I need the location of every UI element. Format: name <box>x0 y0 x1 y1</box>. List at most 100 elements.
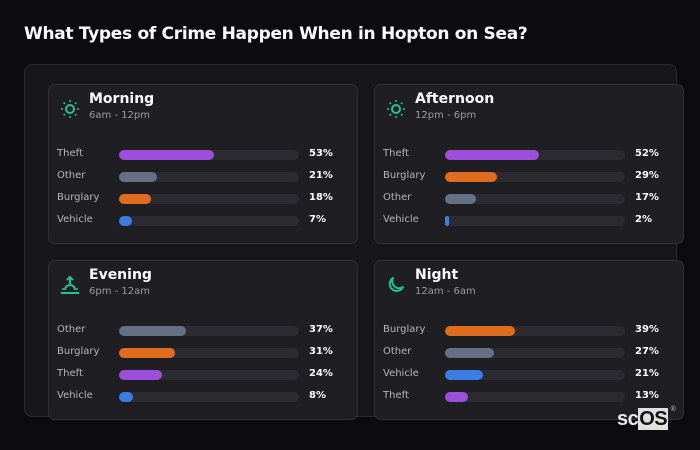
sunset-icon <box>60 275 80 295</box>
bar-row: Other 17% <box>383 191 673 205</box>
bar-fill <box>445 194 476 204</box>
bar-fill <box>445 326 516 336</box>
bar-track <box>445 172 625 182</box>
logo-registered: ® <box>670 406 676 413</box>
panel-night: Night 12am - 6am Burglary 39% Other 27% … <box>374 260 684 420</box>
bar-track <box>119 194 299 204</box>
bar-track <box>119 172 299 182</box>
bar-value: 18% <box>309 192 333 203</box>
bar-row: Vehicle 7% <box>57 213 347 227</box>
moon-icon <box>386 275 406 295</box>
bar-fill <box>119 326 186 336</box>
panel-afternoon: Afternoon 12pm - 6pm Theft 52% Burglary … <box>374 84 684 244</box>
bar-fill <box>445 370 483 380</box>
bar-row: Other 27% <box>383 345 673 359</box>
scos-logo: scOS ® <box>617 406 676 431</box>
bar-value: 21% <box>309 170 333 181</box>
logo-sc: sc <box>617 408 639 430</box>
bar-label: Vehicle <box>57 390 93 401</box>
bar-label: Other <box>383 346 412 357</box>
bar-label: Burglary <box>57 346 100 357</box>
panel-title: Night <box>415 267 459 283</box>
bar-label: Vehicle <box>383 368 419 379</box>
bar-row: Burglary 29% <box>383 169 673 183</box>
bar-label: Theft <box>383 148 409 159</box>
bar-track <box>445 326 625 336</box>
panel-time-range: 12pm - 6pm <box>415 110 477 121</box>
bar-fill <box>445 348 494 358</box>
bar-row: Burglary 18% <box>57 191 347 205</box>
bar-fill <box>119 348 175 358</box>
bar-value: 53% <box>309 148 333 159</box>
bar-label: Theft <box>57 368 83 379</box>
bar-label: Theft <box>383 390 409 401</box>
bar-value: 2% <box>635 214 652 225</box>
panel-title: Afternoon <box>415 91 495 107</box>
bar-track <box>445 370 625 380</box>
panel-morning: Morning 6am - 12pm Theft 53% Other 21% B… <box>48 84 358 244</box>
bar-label: Other <box>57 170 86 181</box>
bar-label: Other <box>57 324 86 335</box>
sun-icon <box>386 99 406 119</box>
page-title: What Types of Crime Happen When in Hopto… <box>24 24 528 44</box>
bar-fill <box>119 216 132 226</box>
bar-row: Vehicle 2% <box>383 213 673 227</box>
bar-value: 24% <box>309 368 333 379</box>
bar-fill <box>445 392 469 402</box>
bar-track <box>119 370 299 380</box>
bar-track <box>119 150 299 160</box>
bar-fill <box>119 194 152 204</box>
sun-icon <box>60 99 80 119</box>
bar-value: 21% <box>635 368 659 379</box>
bar-label: Theft <box>57 148 83 159</box>
bar-value: 13% <box>635 390 659 401</box>
bar-row: Burglary 39% <box>383 323 673 337</box>
bar-track <box>119 326 299 336</box>
bar-fill <box>119 392 134 402</box>
bar-label: Burglary <box>383 324 426 335</box>
bar-track <box>445 194 625 204</box>
bar-track <box>119 216 299 226</box>
bar-row: Other 21% <box>57 169 347 183</box>
bar-value: 39% <box>635 324 659 335</box>
bar-label: Burglary <box>57 192 100 203</box>
bar-value: 52% <box>635 148 659 159</box>
bar-value: 37% <box>309 324 333 335</box>
bar-track <box>445 150 625 160</box>
bar-value: 8% <box>309 390 326 401</box>
panel-title: Evening <box>89 267 152 283</box>
bar-value: 29% <box>635 170 659 181</box>
bar-row: Theft 53% <box>57 147 347 161</box>
bar-value: 27% <box>635 346 659 357</box>
bar-label: Burglary <box>383 170 426 181</box>
bar-label: Vehicle <box>57 214 93 225</box>
panel-time-range: 6pm - 12am <box>89 286 151 297</box>
bar-fill <box>119 172 157 182</box>
bar-row: Theft 24% <box>57 367 347 381</box>
bar-row: Theft 52% <box>383 147 673 161</box>
bar-value: 31% <box>309 346 333 357</box>
bar-fill <box>445 216 449 226</box>
bar-track <box>119 392 299 402</box>
bar-track <box>445 348 625 358</box>
bar-value: 17% <box>635 192 659 203</box>
bar-track <box>445 392 625 402</box>
bar-label: Other <box>383 192 412 203</box>
panel-evening: Evening 6pm - 12am Other 37% Burglary 31… <box>48 260 358 420</box>
bar-fill <box>445 172 498 182</box>
bar-row: Vehicle 21% <box>383 367 673 381</box>
bar-fill <box>445 150 539 160</box>
bar-row: Theft 13% <box>383 389 673 403</box>
bar-row: Other 37% <box>57 323 347 337</box>
panel-time-range: 6am - 12pm <box>89 110 151 121</box>
bar-track <box>119 348 299 358</box>
bar-value: 7% <box>309 214 326 225</box>
panel-time-range: 12am - 6am <box>415 286 476 297</box>
panel-title: Morning <box>89 91 155 107</box>
bar-label: Vehicle <box>383 214 419 225</box>
bar-track <box>445 216 625 226</box>
bar-fill <box>119 370 163 380</box>
bar-row: Burglary 31% <box>57 345 347 359</box>
logo-os: OS <box>638 408 669 430</box>
bar-fill <box>119 150 215 160</box>
